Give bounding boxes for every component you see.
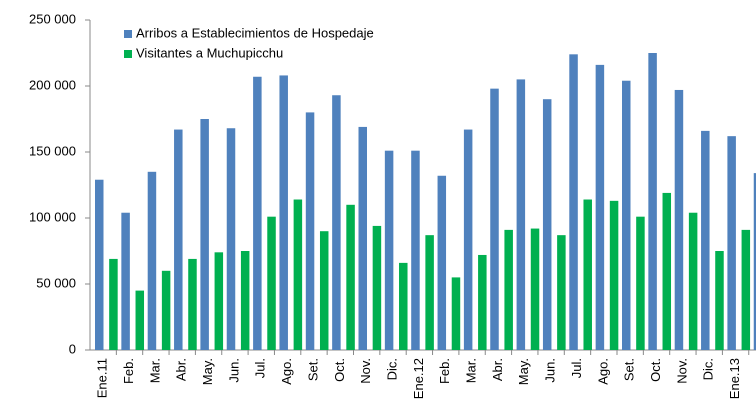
x-tick-label: Dic. — [701, 358, 716, 380]
x-tick-label: Feb. — [437, 358, 452, 384]
bar — [622, 80, 631, 350]
bar — [542, 99, 552, 350]
bar — [569, 54, 578, 350]
bar — [701, 130, 710, 350]
x-tick-label: May. — [200, 358, 215, 385]
bar — [741, 229, 751, 350]
bar — [135, 290, 145, 350]
x-tick-label: Oct. — [332, 358, 347, 382]
x-tick-label: Ago. — [279, 358, 294, 385]
x-tick-label: Feb. — [753, 358, 756, 384]
bar — [332, 95, 341, 351]
bar — [688, 212, 698, 350]
bar — [504, 229, 513, 350]
bar — [425, 235, 434, 350]
bar — [463, 129, 473, 350]
bar — [557, 235, 566, 350]
bar — [174, 129, 183, 350]
x-tick-label: Abr. — [490, 358, 505, 381]
legend-label: Visitantes a Muchupicchu — [136, 45, 283, 60]
bar — [662, 192, 672, 350]
y-tick-label: 50 000 — [36, 275, 76, 290]
bar — [188, 258, 197, 350]
x-tick-label: May. — [516, 358, 531, 385]
legend-swatch — [124, 50, 132, 58]
bar — [293, 199, 303, 350]
bar — [253, 76, 262, 350]
bar — [516, 79, 526, 351]
x-tick-label: Jun. — [226, 358, 241, 383]
legend-label: Arribos a Establecimientos de Hospedaje — [136, 25, 374, 40]
x-tick-label: Jun. — [543, 358, 558, 383]
y-tick-label: 150 000 — [29, 143, 76, 158]
bar — [200, 119, 209, 350]
x-tick-label: Ago. — [595, 358, 610, 385]
bar — [95, 179, 104, 350]
x-tick-label: Jul. — [569, 358, 584, 378]
x-tick-label: Ene.11 — [95, 358, 110, 398]
bar — [240, 251, 250, 350]
x-tick-label: Set. — [622, 358, 637, 381]
bar — [267, 216, 276, 350]
bar — [147, 171, 157, 350]
bar — [214, 252, 224, 350]
bar — [437, 175, 447, 350]
x-tick-label: Ene.12 — [411, 358, 426, 399]
x-tick-label: Abr. — [174, 358, 189, 381]
bar — [161, 270, 171, 350]
bar — [595, 64, 605, 350]
bar — [727, 136, 736, 350]
bar — [583, 199, 592, 350]
bar — [121, 212, 130, 350]
bar — [411, 150, 420, 350]
bar — [451, 277, 461, 350]
x-tick-label: Jul. — [253, 358, 268, 378]
y-tick-label: 250 000 — [29, 11, 76, 26]
x-tick-label: Dic. — [384, 358, 399, 380]
bar — [715, 251, 724, 350]
x-tick-label: Set. — [305, 358, 320, 381]
bar — [478, 254, 487, 350]
bar — [609, 200, 619, 350]
y-tick-label: 200 000 — [29, 77, 76, 92]
bar — [490, 88, 499, 350]
x-tick-label: Nov. — [358, 358, 373, 384]
y-tick-label: 100 000 — [29, 209, 76, 224]
bar — [648, 53, 657, 350]
x-tick-label: Oct. — [648, 358, 663, 382]
bar — [346, 204, 355, 350]
x-tick-label: Ene.13 — [727, 358, 742, 399]
bar — [358, 126, 367, 350]
bar — [226, 128, 236, 350]
bar — [530, 228, 540, 350]
bar — [319, 231, 329, 350]
bar — [384, 150, 394, 350]
legend-swatch — [124, 30, 132, 38]
bar — [372, 225, 382, 350]
bar — [279, 75, 288, 350]
bar — [109, 258, 118, 350]
x-tick-label: Feb. — [121, 358, 136, 384]
bar — [399, 262, 408, 350]
bar — [753, 173, 756, 350]
bar — [674, 89, 684, 351]
bar — [636, 216, 645, 350]
x-tick-label: Mar. — [147, 358, 162, 383]
x-tick-label: Nov. — [674, 358, 689, 384]
y-tick-label: 0 — [69, 341, 76, 356]
bar — [305, 112, 315, 351]
x-tick-label: Mar. — [464, 358, 479, 383]
